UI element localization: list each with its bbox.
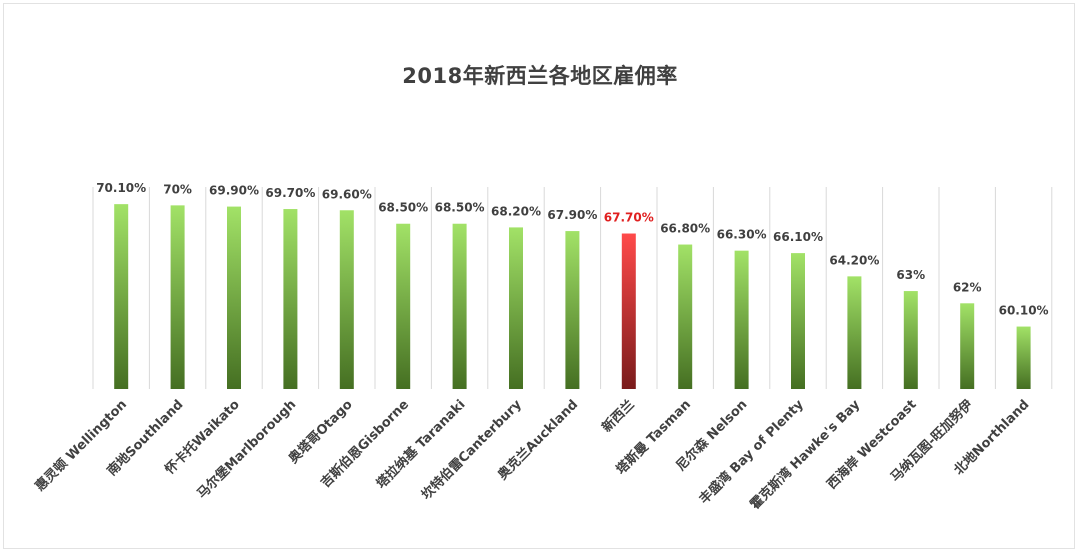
bar [791, 253, 805, 389]
bar [170, 205, 185, 389]
data-label: 69.90% [209, 184, 259, 198]
data-label: 62% [953, 280, 982, 294]
bar [509, 227, 523, 389]
data-label: 67.90% [547, 208, 597, 222]
data-label: 70% [163, 182, 192, 196]
bar [227, 206, 241, 389]
bar [565, 231, 580, 389]
bar [396, 223, 411, 389]
data-label: 68.50% [435, 201, 485, 215]
category-label: 新西兰 [599, 397, 638, 436]
bar [678, 244, 693, 389]
data-label: 69.60% [322, 187, 372, 201]
data-label: 67.70% [604, 211, 654, 225]
bar [960, 303, 975, 389]
data-label: 63% [896, 268, 925, 282]
data-label: 64.20% [829, 253, 879, 267]
bar [903, 291, 918, 389]
bar [734, 250, 749, 389]
data-label: 66.80% [660, 222, 710, 236]
chart-title: 2018年新西兰各地区雇佣率 [402, 64, 678, 88]
category-label: 坎特伯雷Canterbury [418, 396, 525, 503]
data-label: 68.50% [378, 201, 428, 215]
bar [339, 210, 354, 389]
category-label: 惠灵顿 Wellington [32, 397, 130, 495]
data-label: 70.10% [96, 181, 146, 195]
bar [283, 209, 298, 389]
bar [847, 276, 862, 389]
bar [621, 233, 636, 389]
bar [114, 204, 129, 389]
category-label: 丰盛湾 Bay of Plenty [696, 396, 807, 507]
chart-frame [3, 3, 1075, 549]
data-label: 66.30% [717, 228, 767, 242]
bar [1016, 326, 1031, 389]
data-label: 66.10% [773, 230, 823, 244]
data-label: 60.10% [999, 304, 1049, 318]
data-label: 68.20% [491, 204, 541, 218]
category-label: 霍克斯湾 Hawke's Bay [747, 396, 864, 513]
data-label: 69.70% [265, 186, 315, 200]
category-label: 马尔堡Marlborough [194, 397, 299, 502]
bar [452, 223, 467, 389]
